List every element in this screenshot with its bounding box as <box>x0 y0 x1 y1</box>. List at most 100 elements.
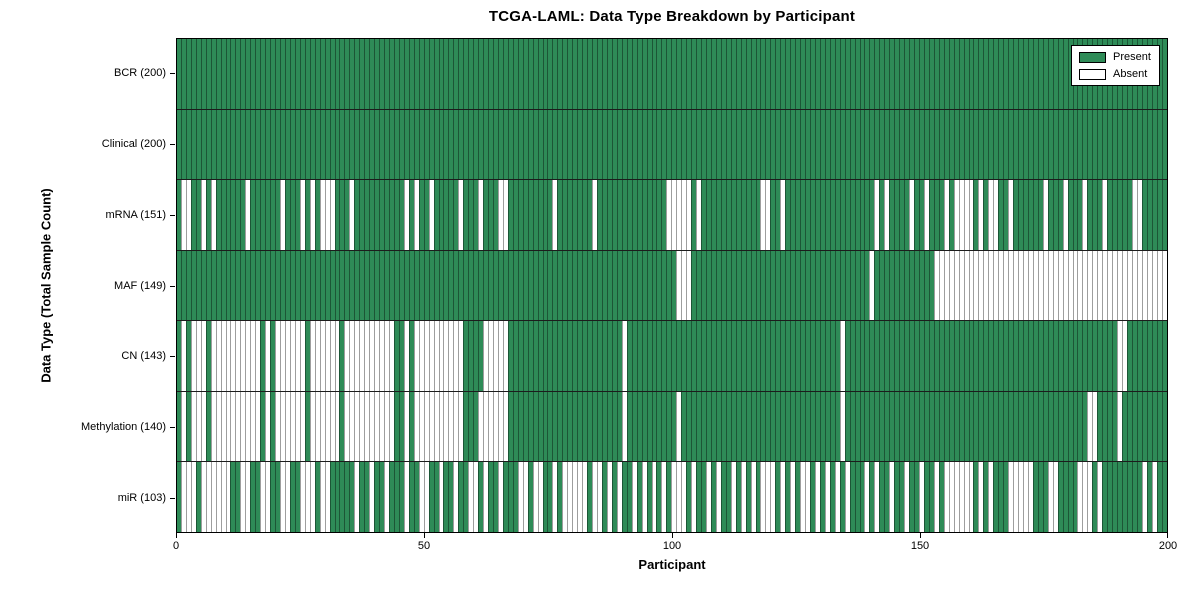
matrix-cell <box>909 321 915 391</box>
matrix-cell <box>681 321 687 391</box>
matrix-cell <box>750 321 756 391</box>
matrix-cell <box>1117 180 1123 250</box>
matrix-cell <box>1057 39 1063 109</box>
matrix-cell <box>958 39 964 109</box>
matrix-cell <box>478 180 484 250</box>
matrix-cell <box>1052 109 1058 180</box>
matrix-cell <box>265 462 271 533</box>
matrix-cell <box>1082 391 1088 462</box>
matrix-cell <box>522 250 528 321</box>
matrix-cell <box>1082 250 1088 321</box>
matrix-cell <box>369 321 375 391</box>
matrix-cell <box>1102 321 1108 391</box>
matrix-cell <box>314 180 320 250</box>
matrix-cell <box>597 462 602 533</box>
matrix-cell <box>710 462 716 533</box>
matrix-cell <box>448 250 454 321</box>
matrix-cell <box>656 321 662 391</box>
matrix-cell <box>1042 109 1048 180</box>
matrix-cell <box>978 391 984 462</box>
matrix-cell <box>1102 109 1108 180</box>
matrix-cell <box>923 391 929 462</box>
matrix-cell <box>780 391 786 462</box>
matrix-cell <box>740 180 746 250</box>
matrix-cell <box>1146 391 1152 462</box>
matrix-cell <box>408 180 414 250</box>
matrix-cell <box>458 321 464 391</box>
matrix-cell <box>720 391 726 462</box>
matrix-cell <box>923 180 929 250</box>
matrix-cell <box>423 391 429 462</box>
matrix-cell <box>1022 180 1028 250</box>
matrix-cell <box>1042 321 1048 391</box>
matrix-cell <box>696 321 702 391</box>
matrix-cell <box>978 180 984 250</box>
matrix-cell <box>1047 462 1053 533</box>
matrix-cell <box>294 39 300 109</box>
matrix-cell <box>398 391 404 462</box>
x-tick-label-100: 100 <box>662 540 682 552</box>
matrix-cell <box>656 391 662 462</box>
matrix-cell <box>1082 109 1088 180</box>
matrix-cell <box>587 180 593 250</box>
matrix-cell <box>849 109 855 180</box>
matrix-cell <box>740 321 746 391</box>
matrix-cell <box>889 321 895 391</box>
matrix-cell <box>1156 109 1162 180</box>
matrix-cell <box>275 250 281 321</box>
matrix-cell <box>691 250 697 321</box>
matrix-cell <box>448 39 454 109</box>
matrix-cell <box>765 250 771 321</box>
matrix-cell <box>933 109 939 180</box>
matrix-cell <box>398 109 404 180</box>
matrix-cell <box>1032 180 1038 250</box>
matrix-cell <box>606 39 612 109</box>
legend-entry-present: Present <box>1079 51 1151 63</box>
matrix-cell <box>814 250 820 321</box>
matrix-cell <box>393 321 399 391</box>
matrix-cell <box>512 462 518 533</box>
matrix-cell <box>844 109 850 180</box>
matrix-cell <box>745 250 751 321</box>
matrix-cell <box>819 250 825 321</box>
matrix-cell <box>374 39 380 109</box>
matrix-cell <box>750 462 756 533</box>
matrix-cell <box>384 250 389 321</box>
matrix-cell <box>899 180 905 250</box>
matrix-cell <box>671 250 677 321</box>
matrix-cell <box>344 321 350 391</box>
matrix-cell <box>1042 391 1048 462</box>
matrix-cell <box>542 180 548 250</box>
matrix-cell <box>507 462 513 533</box>
matrix-cell <box>177 109 181 180</box>
matrix-cell <box>611 321 617 391</box>
matrix-cell <box>1112 321 1118 391</box>
matrix-cell <box>552 321 558 391</box>
matrix-cell <box>1136 109 1142 180</box>
y-tick-label-clinical: Clinical (200) <box>101 138 166 151</box>
matrix-cell <box>408 39 414 109</box>
matrix-cell <box>938 462 944 533</box>
matrix-cell <box>904 391 910 462</box>
matrix-cell <box>1092 250 1098 321</box>
matrix-cell <box>864 321 870 391</box>
matrix-cell <box>542 109 548 180</box>
matrix-cell <box>177 321 181 391</box>
matrix-cell <box>1077 462 1083 533</box>
matrix-cell <box>1052 321 1058 391</box>
matrix-cell <box>834 109 840 180</box>
matrix-cell <box>304 109 310 180</box>
matrix-cell <box>785 462 791 533</box>
matrix-cell <box>998 462 1004 533</box>
matrix-cell <box>532 391 538 462</box>
matrix-cell <box>453 321 459 391</box>
matrix-cell <box>339 462 345 533</box>
matrix-cell <box>200 109 206 180</box>
matrix-cell <box>621 180 627 250</box>
matrix-cell <box>1042 39 1048 109</box>
matrix-cell <box>339 109 345 180</box>
matrix-cell <box>834 180 840 250</box>
matrix-cell <box>329 250 335 321</box>
matrix-cell <box>735 250 741 321</box>
matrix-cell <box>710 391 716 462</box>
